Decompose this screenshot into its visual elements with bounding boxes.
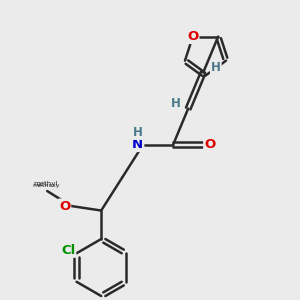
Text: O: O: [204, 138, 215, 151]
Text: methoxy: methoxy: [32, 183, 59, 188]
Text: O: O: [187, 30, 198, 43]
Text: H: H: [211, 61, 221, 74]
Text: O: O: [59, 200, 70, 212]
Text: Cl: Cl: [61, 244, 75, 257]
Text: N: N: [132, 138, 143, 151]
Text: H: H: [171, 97, 181, 110]
Text: methyl: methyl: [34, 181, 58, 187]
Text: H: H: [133, 126, 143, 139]
